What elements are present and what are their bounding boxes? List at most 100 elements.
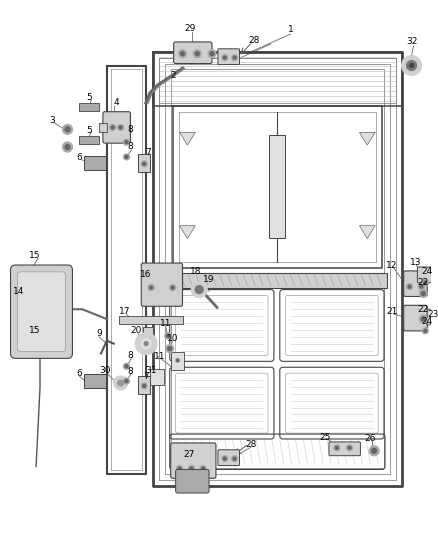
Circle shape xyxy=(191,282,207,297)
Text: 6: 6 xyxy=(77,154,82,163)
Text: 18: 18 xyxy=(190,268,201,277)
Text: 7: 7 xyxy=(143,372,149,381)
Circle shape xyxy=(232,456,237,462)
Text: 28: 28 xyxy=(246,440,257,449)
Circle shape xyxy=(421,317,425,321)
Text: 31: 31 xyxy=(145,366,157,375)
Circle shape xyxy=(422,328,428,334)
Circle shape xyxy=(124,364,130,369)
FancyBboxPatch shape xyxy=(171,443,216,478)
Text: 24: 24 xyxy=(422,317,433,326)
Bar xyxy=(99,123,107,132)
Circle shape xyxy=(143,163,146,165)
Circle shape xyxy=(232,55,237,61)
Circle shape xyxy=(114,376,127,390)
FancyBboxPatch shape xyxy=(218,450,240,465)
Circle shape xyxy=(180,52,184,55)
Polygon shape xyxy=(180,132,195,145)
Circle shape xyxy=(195,52,199,55)
Circle shape xyxy=(222,456,228,462)
Text: 8: 8 xyxy=(127,367,133,376)
Circle shape xyxy=(424,281,427,284)
Text: 23: 23 xyxy=(427,310,438,319)
Text: 28: 28 xyxy=(249,36,260,45)
FancyBboxPatch shape xyxy=(404,271,427,296)
Bar xyxy=(119,316,183,324)
Circle shape xyxy=(144,342,148,345)
Text: 14: 14 xyxy=(13,287,24,296)
Polygon shape xyxy=(180,225,195,238)
Text: 19: 19 xyxy=(203,275,215,284)
FancyBboxPatch shape xyxy=(329,442,360,456)
Text: 22: 22 xyxy=(418,305,429,314)
Circle shape xyxy=(222,55,228,61)
Text: 13: 13 xyxy=(410,257,421,266)
Text: 5: 5 xyxy=(86,93,92,102)
Circle shape xyxy=(110,125,116,131)
Circle shape xyxy=(148,285,154,290)
Circle shape xyxy=(125,379,128,383)
Text: 8: 8 xyxy=(127,142,133,151)
Circle shape xyxy=(420,285,423,288)
Circle shape xyxy=(150,286,152,289)
Circle shape xyxy=(190,467,193,470)
Circle shape xyxy=(119,126,122,129)
Bar xyxy=(84,374,106,388)
Circle shape xyxy=(208,50,216,58)
Text: 21: 21 xyxy=(386,306,398,316)
Circle shape xyxy=(65,144,70,150)
Circle shape xyxy=(141,383,147,389)
Circle shape xyxy=(223,56,226,59)
Circle shape xyxy=(406,61,417,70)
Text: 8: 8 xyxy=(127,125,133,134)
Circle shape xyxy=(200,465,206,471)
Circle shape xyxy=(201,467,205,470)
Bar xyxy=(138,154,150,172)
Circle shape xyxy=(418,284,424,289)
Text: 7: 7 xyxy=(145,148,151,157)
Circle shape xyxy=(118,125,124,131)
Text: 10: 10 xyxy=(167,334,178,343)
Circle shape xyxy=(210,52,214,55)
Text: 22: 22 xyxy=(418,278,429,287)
Circle shape xyxy=(111,126,114,129)
Text: 25: 25 xyxy=(319,432,331,441)
FancyBboxPatch shape xyxy=(141,263,183,306)
FancyBboxPatch shape xyxy=(404,305,427,331)
Circle shape xyxy=(171,286,174,289)
Text: 26: 26 xyxy=(364,433,376,442)
Polygon shape xyxy=(360,225,375,238)
Text: 16: 16 xyxy=(141,270,152,279)
Circle shape xyxy=(422,280,428,286)
Circle shape xyxy=(408,285,411,288)
Text: 11: 11 xyxy=(154,352,166,361)
Circle shape xyxy=(177,465,183,471)
Circle shape xyxy=(166,345,174,352)
Circle shape xyxy=(421,292,425,295)
Text: 15: 15 xyxy=(29,326,41,335)
Circle shape xyxy=(124,139,130,145)
Bar xyxy=(79,103,99,111)
Circle shape xyxy=(141,161,147,167)
Circle shape xyxy=(177,359,179,361)
Circle shape xyxy=(419,315,427,323)
Circle shape xyxy=(65,127,70,132)
Text: 9: 9 xyxy=(96,329,102,338)
Circle shape xyxy=(419,289,427,297)
Circle shape xyxy=(135,333,157,354)
Circle shape xyxy=(63,125,72,134)
Circle shape xyxy=(166,334,169,337)
Text: 11: 11 xyxy=(160,319,172,328)
Circle shape xyxy=(170,285,176,290)
Polygon shape xyxy=(360,132,375,145)
Bar xyxy=(269,135,285,238)
Circle shape xyxy=(424,329,427,333)
Circle shape xyxy=(124,154,130,160)
Text: 8: 8 xyxy=(127,351,133,360)
Text: 17: 17 xyxy=(119,306,130,316)
Circle shape xyxy=(188,465,194,471)
Circle shape xyxy=(63,142,72,152)
Text: 20: 20 xyxy=(131,326,142,335)
Text: 1: 1 xyxy=(288,25,293,34)
Text: 3: 3 xyxy=(49,116,55,125)
